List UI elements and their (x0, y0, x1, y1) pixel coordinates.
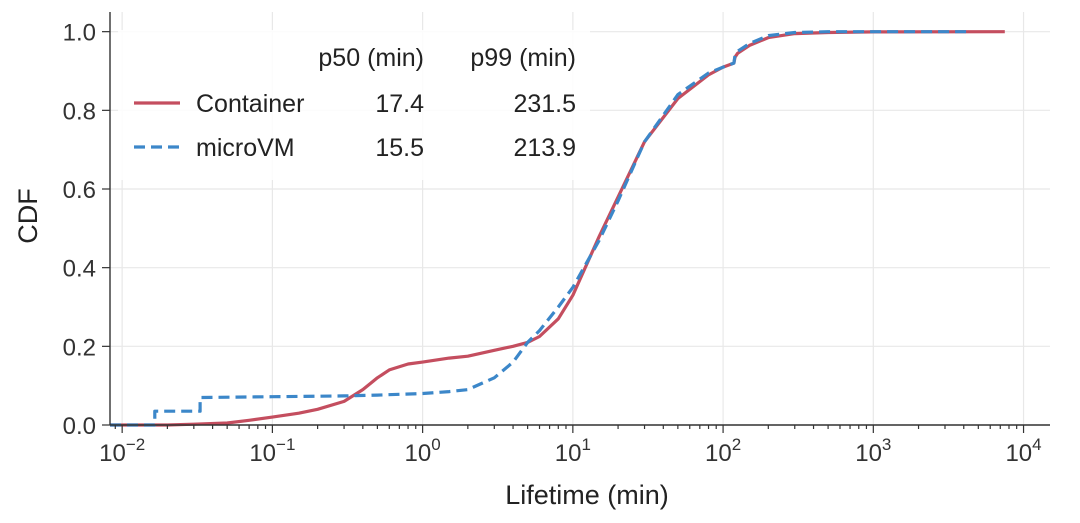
y-tick-label: 0.6 (63, 177, 96, 204)
series-layer (110, 30, 1005, 427)
y-tick-label: 0.0 (63, 413, 96, 440)
x-axis-label: Lifetime (min) (505, 480, 669, 510)
series-line-microvm (110, 30, 972, 427)
y-tick-label: 0.4 (63, 256, 96, 283)
axes (109, 12, 1050, 426)
y-tick-label: 1.0 (63, 20, 96, 47)
x-tick-label: 101 (555, 435, 591, 467)
legend-header-p99: p99 (min) (470, 44, 576, 72)
x-tick-label: 10−1 (249, 435, 295, 467)
x-tick-label: 10−2 (99, 435, 145, 467)
x-tick-label: 104 (1005, 435, 1041, 467)
legend-p99-microvm: 213.9 (513, 134, 576, 162)
x-ticks: 10−2 10−1 100 101 102 103 104 (99, 425, 1042, 467)
legend-label-microvm: microVM (196, 134, 295, 162)
legend-header-p50: p50 (min) (318, 44, 424, 72)
y-tick-label: 0.2 (63, 334, 96, 361)
y-ticks: 0.0 0.2 0.4 0.6 0.8 1.0 (63, 20, 110, 440)
y-axis-label: CDF (13, 188, 43, 244)
legend-p50-microvm: 15.5 (375, 134, 424, 162)
legend-label-container: Container (196, 90, 304, 118)
legend-p99-container: 231.5 (513, 90, 576, 118)
x-tick-label: 100 (405, 435, 441, 467)
x-tick-label: 103 (855, 435, 891, 467)
legend-p50-container: 17.4 (375, 90, 424, 118)
y-tick-label: 0.8 (63, 98, 96, 125)
legend-box (118, 30, 590, 180)
x-tick-label: 102 (705, 435, 741, 467)
legend: p50 (min) p99 (min) Container 17.4 231.5… (118, 30, 590, 180)
